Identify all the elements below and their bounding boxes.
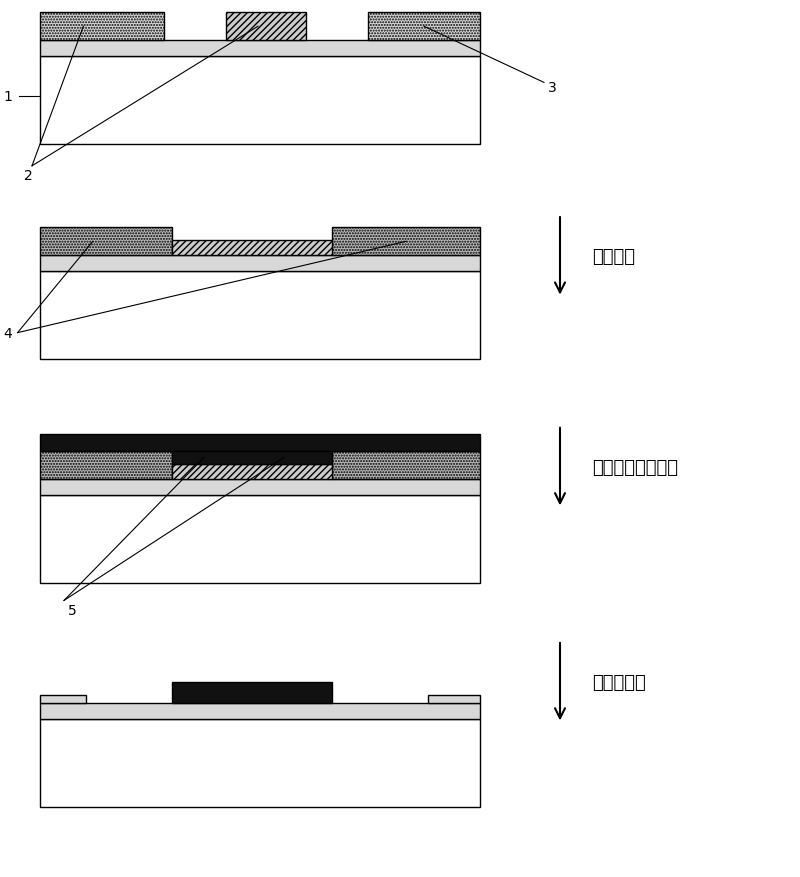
Bar (332, 228, 480, 256)
Bar (40, 228, 172, 256)
Text: 电子束蛄发敏感膜: 电子束蛄发敏感膜 (592, 458, 678, 476)
Bar (368, 13, 480, 41)
Text: 3: 3 (548, 81, 557, 95)
Bar (40, 272, 480, 360)
Bar (40, 434, 480, 452)
Bar (428, 695, 480, 703)
Bar (332, 452, 480, 480)
Bar (172, 240, 332, 256)
Bar (172, 452, 332, 464)
Bar (40, 57, 480, 145)
Bar (172, 464, 332, 480)
Bar (40, 703, 480, 719)
Bar (40, 496, 480, 583)
Bar (40, 480, 480, 496)
Bar (226, 13, 306, 41)
Text: 1: 1 (3, 89, 12, 103)
Bar (40, 452, 172, 480)
Text: 2: 2 (24, 169, 32, 183)
Bar (40, 256, 480, 272)
Text: 剥离光刻胶: 剥离光刻胶 (592, 673, 646, 691)
Bar (40, 41, 480, 57)
Bar (40, 695, 86, 703)
Text: 5: 5 (68, 603, 76, 617)
Text: 涂光刻胶: 涂光刻胶 (592, 247, 635, 266)
Bar (40, 13, 164, 41)
Bar (40, 719, 480, 807)
Bar (172, 682, 332, 703)
Text: 4: 4 (3, 326, 12, 340)
